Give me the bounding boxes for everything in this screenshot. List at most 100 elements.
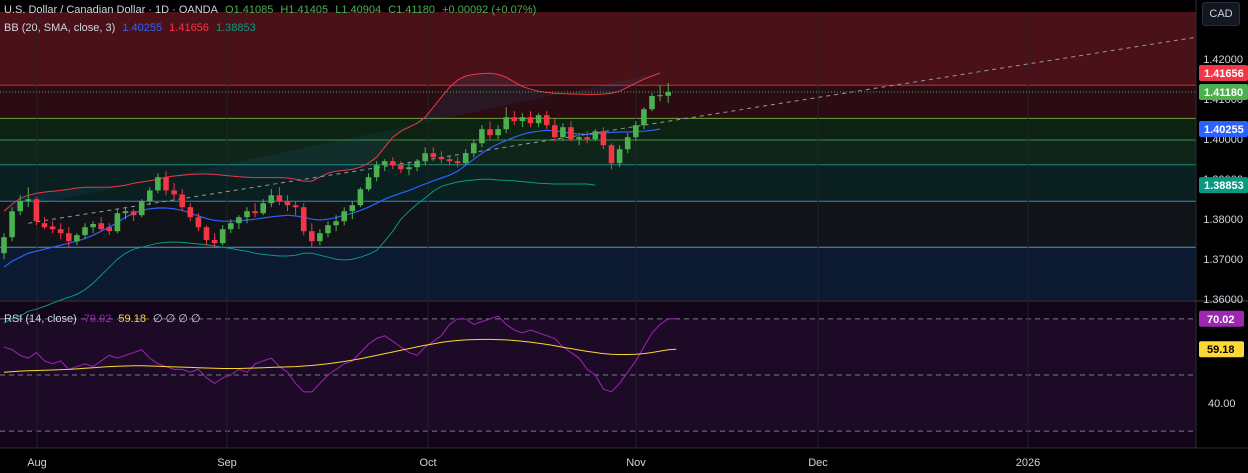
level-band [0,201,1196,248]
rsi-value: 70.02 [83,313,112,325]
candle [503,107,509,134]
candle-body [471,143,477,154]
bb-lower-tag-bg [1199,177,1248,194]
candle-body [155,177,161,191]
candle [147,187,153,206]
candle [106,223,113,236]
candle-body [66,233,72,242]
candle-body [365,177,372,190]
candle [163,171,169,196]
price-tick-label: 1.36000 [1203,294,1243,306]
candle-body [624,137,631,150]
bb-upper-tag: 1.41656 [1199,64,1248,81]
candle [268,189,275,208]
level-band [0,140,1196,165]
candle [114,209,121,234]
candle [511,111,518,126]
ohlc-close: C1.41180 [388,4,436,16]
candle-body [219,229,226,244]
candle [527,111,534,128]
candle-body [41,223,48,228]
candle-body [503,117,509,130]
candle-body [90,224,96,228]
symbol-title: U.S. Dollar / Canadian Dollar · 1D · OAN… [4,4,218,16]
ohlc-open: O1.41085 [225,4,274,16]
candle [219,225,226,246]
candle [576,133,582,146]
candle [543,111,550,130]
rsi-ma-value: 59.18 [118,313,146,325]
candle [82,223,88,240]
candle-body [519,117,526,122]
candle [74,233,80,246]
level-band [0,118,1196,140]
candle-body [600,131,607,146]
rsi-placeholders: ∅ ∅ ∅ ∅ [153,313,201,325]
bb-lower-tag-text: 1.38853 [1204,180,1244,192]
ohlc-low: L1.40904 [335,4,382,16]
candle [665,83,671,104]
candle-body [398,165,404,170]
candle-body [211,240,218,244]
candle [33,197,40,226]
candle-body [106,227,113,232]
bb-upper-line [3,72,661,212]
candle [641,107,647,130]
level-band [0,12,1196,86]
candle-body [511,117,518,122]
candle [608,143,615,170]
rsi-tick-label: 40.00 [1208,398,1236,410]
bb-upper-value: 1.41656 [169,22,209,34]
candle-body [665,92,671,96]
candle [66,227,72,248]
candle-body [138,201,145,216]
candle-body [357,189,364,206]
currency-button[interactable]: CAD [1202,2,1240,26]
candle-body [74,235,80,242]
candle-body [268,195,275,204]
candle-body [17,201,23,212]
candle [406,163,412,176]
candle [9,207,15,242]
candle [276,187,283,206]
candle-body [495,129,501,136]
candle [487,121,493,140]
candle [130,209,137,222]
time-axis-background [0,448,1248,473]
candle [1,233,7,260]
candle-body [608,145,615,164]
symbol-legend: U.S. Dollar / Canadian Dollar · 1D · OAN… [4,4,540,16]
rsi-value-tag-text: 70.02 [1207,314,1235,326]
candle-body [130,211,137,216]
candle [381,159,388,172]
candle [657,85,663,102]
candle-body [195,217,202,228]
candle-body [98,223,104,230]
candle-body [592,131,599,140]
candle [292,201,299,216]
candle [284,195,291,212]
candle [49,221,56,234]
candle-body [122,211,129,214]
candle-body [252,211,258,214]
candle-body [187,207,194,218]
bb-label: BB (20, SMA, close, 3) [4,22,116,34]
candle [373,161,380,182]
candle [41,217,48,230]
bb-basis-tag-text: 1.40255 [1204,124,1244,136]
bb-basis-value: 1.40255 [122,22,163,34]
candle-body [260,203,266,214]
candle [300,203,307,236]
candle-body [462,153,469,164]
candle-body [479,129,485,144]
candle-body [584,137,590,140]
bb-basis-line [3,128,661,268]
candle-body [543,115,550,126]
candle-body [300,207,307,232]
candle-body [203,227,210,240]
candle-body [657,95,663,97]
bb-lower-value: 1.38853 [215,22,256,34]
candle [649,93,655,112]
